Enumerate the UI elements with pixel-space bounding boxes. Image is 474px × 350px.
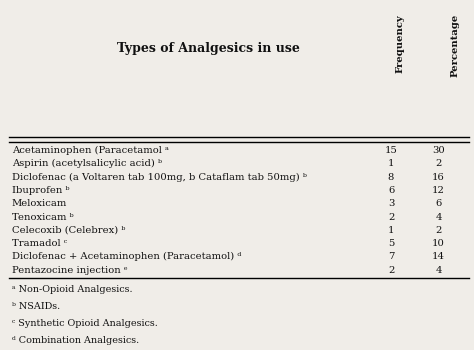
Text: 2: 2	[435, 226, 442, 235]
Text: Diclofenac + Acetaminophen (Paracetamol) ᵈ: Diclofenac + Acetaminophen (Paracetamol)…	[12, 252, 241, 261]
Text: 4: 4	[435, 212, 442, 222]
Text: Pentazocine injection ᵉ: Pentazocine injection ᵉ	[12, 266, 128, 275]
Text: 4: 4	[435, 266, 442, 275]
Text: 2: 2	[388, 266, 394, 275]
Text: ᵈ Combination Analgesics.: ᵈ Combination Analgesics.	[12, 336, 139, 345]
Text: Diclofenac (a Voltaren tab 100mg, b Cataflam tab 50mg) ᵇ: Diclofenac (a Voltaren tab 100mg, b Cata…	[12, 173, 307, 182]
Text: 1: 1	[388, 226, 394, 235]
Text: ᵃ Non-Opioid Analgesics.: ᵃ Non-Opioid Analgesics.	[12, 285, 132, 294]
Text: 5: 5	[388, 239, 394, 248]
Text: ᵇ NSAIDs.: ᵇ NSAIDs.	[12, 302, 60, 311]
Text: 8: 8	[388, 173, 394, 182]
Text: Aspirin (acetylsalicylic acid) ᵇ: Aspirin (acetylsalicylic acid) ᵇ	[12, 159, 162, 168]
Text: 12: 12	[432, 186, 445, 195]
Text: Ibuprofen ᵇ: Ibuprofen ᵇ	[12, 186, 69, 195]
Text: Types of Analgesics in use: Types of Analgesics in use	[117, 42, 300, 55]
Text: 6: 6	[388, 186, 394, 195]
Text: Acetaminophen (Paracetamol ᵃ: Acetaminophen (Paracetamol ᵃ	[12, 146, 169, 155]
Text: Percentage: Percentage	[451, 14, 459, 77]
Text: Frequency: Frequency	[396, 14, 405, 73]
Text: 2: 2	[435, 159, 442, 168]
Text: 10: 10	[432, 239, 445, 248]
Text: 16: 16	[432, 173, 445, 182]
Text: Celecoxib (Celebrex) ᵇ: Celecoxib (Celebrex) ᵇ	[12, 226, 125, 235]
Text: Meloxicam: Meloxicam	[12, 199, 67, 208]
Text: Tramadol ᶜ: Tramadol ᶜ	[12, 239, 67, 248]
Text: 1: 1	[388, 159, 394, 168]
Text: 30: 30	[432, 146, 445, 155]
Text: 6: 6	[435, 199, 442, 208]
Text: 15: 15	[384, 146, 398, 155]
Text: ᶜ Synthetic Opioid Analgesics.: ᶜ Synthetic Opioid Analgesics.	[12, 319, 157, 328]
Text: 2: 2	[388, 212, 394, 222]
Text: 3: 3	[388, 199, 394, 208]
Text: 14: 14	[432, 252, 445, 261]
Text: Tenoxicam ᵇ: Tenoxicam ᵇ	[12, 212, 73, 222]
Text: 7: 7	[388, 252, 394, 261]
